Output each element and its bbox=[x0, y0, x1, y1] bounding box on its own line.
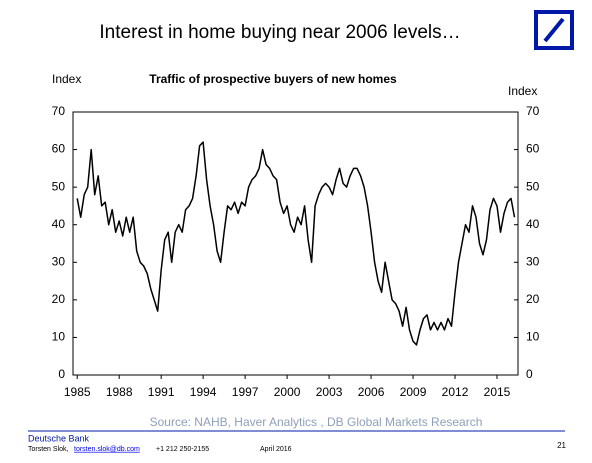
x-tick-label: 1991 bbox=[148, 385, 175, 399]
footer-email[interactable]: torsten.slok@db.com bbox=[74, 446, 140, 453]
y2-tick-label: 30 bbox=[526, 254, 540, 268]
footer-company: Deutsche Bank bbox=[28, 433, 90, 443]
x-tick-label: 2009 bbox=[400, 385, 427, 399]
x-tick-label: 2006 bbox=[358, 385, 385, 399]
y-tick-label: 10 bbox=[52, 330, 66, 344]
x-tick-label: 2015 bbox=[484, 385, 511, 399]
x-tick-label: 1994 bbox=[190, 385, 217, 399]
page-number: 21 bbox=[557, 441, 566, 450]
y2-axis-label: Index bbox=[508, 84, 537, 98]
x-tick-label: 1985 bbox=[64, 385, 91, 399]
footer-author: Torsten Slok, bbox=[28, 446, 69, 453]
y-tick-label: 70 bbox=[52, 104, 66, 118]
y-tick-label: 30 bbox=[52, 254, 66, 268]
y-tick-label: 0 bbox=[58, 367, 65, 381]
footer-phone: +1 212 250-2155 bbox=[156, 446, 209, 453]
y2-tick-label: 60 bbox=[526, 142, 540, 156]
slide-title: Interest in home buying near 2006 levels… bbox=[99, 22, 460, 43]
y2-tick-label: 50 bbox=[526, 179, 540, 193]
y-tick-label: 50 bbox=[52, 179, 66, 193]
x-tick-label: 2003 bbox=[316, 385, 343, 399]
x-tick-label: 2012 bbox=[442, 385, 469, 399]
y2-tick-label: 40 bbox=[526, 217, 540, 231]
source: Source: NAHB, Haver Analytics , DB Globa… bbox=[150, 415, 483, 429]
y-tick-label: 20 bbox=[52, 292, 66, 306]
y-axis-label: Index bbox=[52, 72, 81, 86]
y2-tick-label: 20 bbox=[526, 292, 540, 306]
x-tick-label: 1997 bbox=[232, 385, 259, 399]
line-series bbox=[76, 141, 516, 346]
x-tick-label: 1988 bbox=[106, 385, 133, 399]
y-tick-label: 60 bbox=[52, 142, 66, 156]
plot-frame bbox=[72, 111, 519, 376]
chart-title: Traffic of prospective buyers of new hom… bbox=[149, 72, 397, 86]
y2-tick-label: 70 bbox=[526, 104, 540, 118]
y-tick-label: 40 bbox=[52, 217, 66, 231]
y2-tick-label: 10 bbox=[526, 330, 540, 344]
footer-date: April 2016 bbox=[260, 446, 292, 453]
x-tick-label: 2000 bbox=[274, 385, 301, 399]
y2-tick-label: 0 bbox=[526, 367, 533, 381]
logo bbox=[534, 10, 574, 50]
